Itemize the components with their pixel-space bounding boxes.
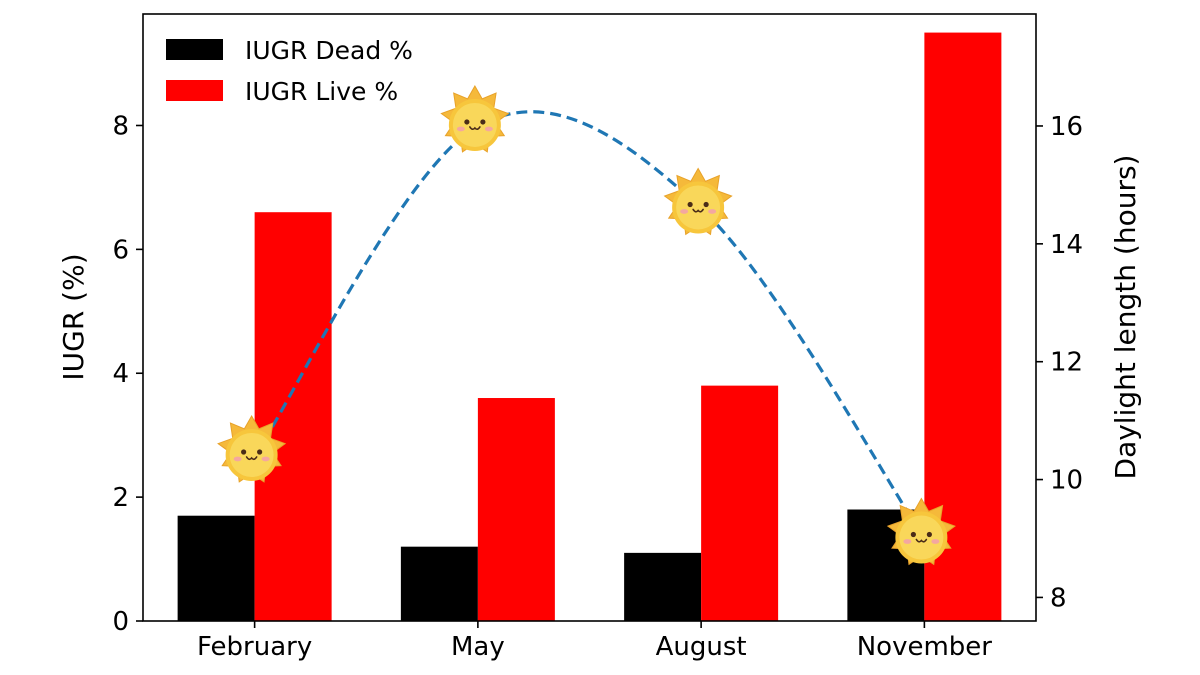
sun-icon-may [440,85,510,153]
left-tick-label-6: 6 [112,235,129,265]
x-tick-label-november: November [857,632,993,662]
right-axis: 8 10 12 14 16 [1036,112,1083,613]
bars-layer [177,32,1002,622]
x-axis: February May August November [197,621,992,662]
bar-live-february [254,212,332,621]
right-tick-label-14: 14 [1050,230,1083,260]
legend: IUGR Dead % IUGR Live % [166,36,413,106]
legend-label-dead: IUGR Dead % [245,36,413,65]
left-axis-label: IUGR (%) [57,253,90,380]
x-tick-label-may: May [451,632,505,662]
right-tick-label-12: 12 [1050,348,1083,378]
plot-frame [142,13,1037,622]
daylight-line-layer [217,85,956,566]
legend-swatch-live [166,80,223,101]
left-tick-label-8: 8 [112,111,129,141]
left-tick-label-2: 2 [112,483,129,513]
x-tick-label-august: August [656,632,747,662]
bar-dead-may [400,546,478,621]
right-tick-label-16: 16 [1050,112,1083,142]
x-tick-label-february: February [197,632,312,662]
bar-dead-august [624,552,702,621]
daylight-line [253,110,926,540]
legend-swatch-dead [166,39,223,60]
sun-icon-august [663,167,733,236]
left-tick-label-0: 0 [112,607,129,637]
legend-label-live: IUGR Live % [245,77,398,106]
right-tick-label-10: 10 [1050,466,1083,496]
bar-live-august [701,385,779,621]
left-tick-label-4: 4 [112,359,129,389]
right-tick-label-8: 8 [1050,583,1067,613]
bar-dead-february [177,515,255,621]
bar-live-may [477,398,555,621]
left-axis: 0 2 4 6 8 [112,111,143,637]
right-axis-label: Daylight length (hours) [1109,155,1142,480]
